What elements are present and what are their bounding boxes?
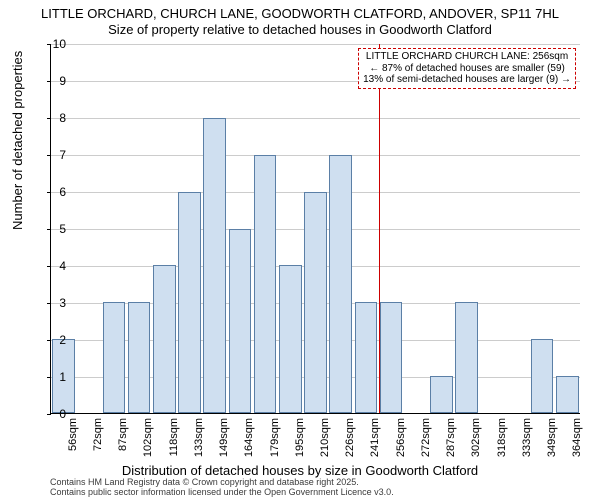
bar-slot: [353, 44, 378, 413]
bar: [430, 376, 453, 413]
x-tick-label: 102sqm: [142, 418, 154, 457]
bar: [203, 118, 226, 413]
bar-slot: [152, 44, 177, 413]
y-tick-label: 5: [46, 222, 66, 236]
chart-title-line1: LITTLE ORCHARD, CHURCH LANE, GOODWORTH C…: [0, 6, 600, 22]
x-tick-label: 318sqm: [496, 418, 508, 457]
x-tick-label: 241sqm: [369, 418, 381, 457]
bar: [128, 302, 151, 413]
x-tick-label: 226sqm: [344, 418, 356, 457]
reference-line: [379, 44, 380, 413]
footer-line2: Contains public sector information licen…: [50, 488, 394, 498]
bar-slot: [127, 44, 152, 413]
x-tick-label: 302sqm: [470, 418, 482, 457]
x-axis-label: Distribution of detached houses by size …: [0, 463, 600, 478]
bar-slot: [530, 44, 555, 413]
bar-slot: [101, 44, 126, 413]
bar: [178, 192, 201, 413]
x-tick-label: 349sqm: [546, 418, 558, 457]
bar-slot: [504, 44, 529, 413]
annotation-box: LITTLE ORCHARD CHURCH LANE: 256sqm← 87% …: [358, 48, 576, 89]
y-tick-label: 2: [46, 333, 66, 347]
annotation-line: ← 87% of detached houses are smaller (59…: [363, 63, 571, 75]
annotation-line: LITTLE ORCHARD CHURCH LANE: 256sqm: [363, 51, 571, 63]
x-tick-label: 195sqm: [294, 418, 306, 457]
bar-slot: [253, 44, 278, 413]
bar: [455, 302, 478, 413]
bar-slot: [479, 44, 504, 413]
bar-slot: [429, 44, 454, 413]
x-tick-label: 164sqm: [243, 418, 255, 457]
y-tick-label: 10: [46, 37, 66, 51]
bar: [153, 265, 176, 413]
y-tick-label: 7: [46, 148, 66, 162]
y-tick-label: 1: [46, 370, 66, 384]
bar: [355, 302, 378, 413]
x-tick-label: 87sqm: [117, 418, 129, 451]
bar-slot: [303, 44, 328, 413]
y-tick-label: 3: [46, 296, 66, 310]
x-tick-label: 72sqm: [92, 418, 104, 451]
bar-slot: [202, 44, 227, 413]
x-tick-label: 210sqm: [319, 418, 331, 457]
bar: [279, 265, 302, 413]
x-tick-label: 287sqm: [445, 418, 457, 457]
y-tick-label: 8: [46, 111, 66, 125]
bar: [380, 302, 403, 413]
bar: [304, 192, 327, 413]
bar: [229, 229, 252, 414]
bars-container: [51, 44, 580, 413]
x-tick-label: 272sqm: [420, 418, 432, 457]
bar: [329, 155, 352, 413]
bar-slot: [454, 44, 479, 413]
bar-slot: [378, 44, 403, 413]
x-tick-label: 256sqm: [395, 418, 407, 457]
y-tick-label: 9: [46, 74, 66, 88]
x-tick-label: 333sqm: [521, 418, 533, 457]
x-tick-label: 149sqm: [218, 418, 230, 457]
bar: [556, 376, 579, 413]
x-tick-label: 56sqm: [67, 418, 79, 451]
y-tick-label: 0: [46, 407, 66, 421]
x-tick-label: 118sqm: [168, 418, 180, 456]
y-tick-label: 4: [46, 259, 66, 273]
y-axis-label: Number of detached properties: [10, 51, 25, 230]
bar-slot: [76, 44, 101, 413]
x-tick-label: 133sqm: [193, 418, 205, 457]
bar: [254, 155, 277, 413]
plot-area: LITTLE ORCHARD CHURCH LANE: 256sqm← 87% …: [50, 44, 580, 414]
x-tick-label: 364sqm: [571, 418, 583, 457]
bar-slot: [278, 44, 303, 413]
bar-slot: [328, 44, 353, 413]
bar-slot: [177, 44, 202, 413]
bar-slot: [227, 44, 252, 413]
x-tick-label: 179sqm: [269, 418, 281, 457]
bar: [531, 339, 554, 413]
bar: [103, 302, 126, 413]
annotation-line: 13% of semi-detached houses are larger (…: [363, 74, 571, 86]
chart-title-line2: Size of property relative to detached ho…: [0, 22, 600, 38]
y-tick-label: 6: [46, 185, 66, 199]
bar-slot: [555, 44, 580, 413]
footer-attribution: Contains HM Land Registry data © Crown c…: [50, 478, 394, 498]
bar-slot: [404, 44, 429, 413]
